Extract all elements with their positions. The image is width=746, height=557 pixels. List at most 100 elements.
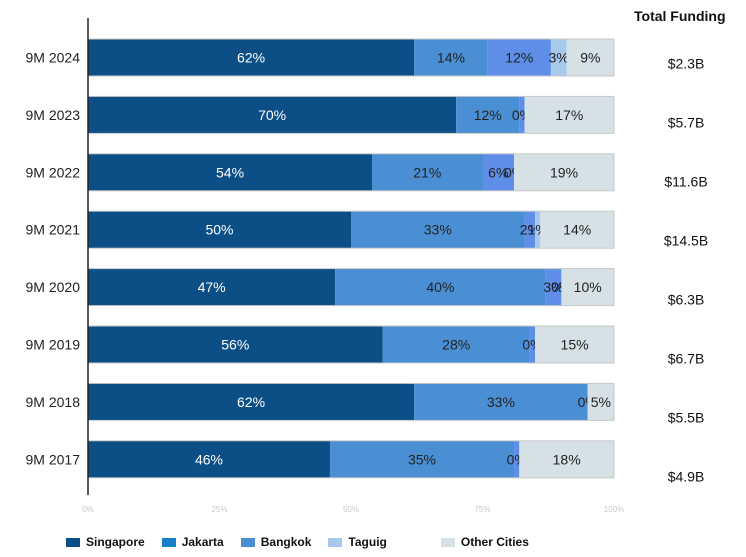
bar-data-label: 40% <box>426 279 454 295</box>
bar-data-label: 12% <box>474 107 502 123</box>
bar-data-label: 6% <box>488 164 508 180</box>
category-label: 9M 2020 <box>26 279 81 295</box>
bar-data-label: 2% <box>520 222 540 238</box>
legend-swatch <box>161 537 176 547</box>
total-funding-value: $4.9B <box>668 469 705 485</box>
bar-data-label: 21% <box>413 164 441 180</box>
bar-segment <box>414 39 488 76</box>
bar-data-label: 70% <box>258 107 286 123</box>
category-label: 9M 2021 <box>26 222 81 238</box>
bar-data-label: 14% <box>437 50 465 66</box>
bar-data-label: 3% <box>549 50 569 66</box>
bar-data-label: 28% <box>442 337 470 353</box>
x-tick-label: 25% <box>211 505 227 514</box>
bar-data-label: 12% <box>505 50 533 66</box>
bar-segment <box>88 440 330 478</box>
category-label: 9M 2024 <box>26 50 81 66</box>
bar-segment <box>351 211 525 249</box>
bar-segment <box>535 326 614 363</box>
bar-segment <box>88 211 351 249</box>
total-funding-value: $6.7B <box>668 351 705 367</box>
bar-segment <box>514 153 614 191</box>
x-tick-label: 50% <box>343 505 359 514</box>
total-funding-header: Total Funding <box>634 8 726 24</box>
bar-data-label: 14% <box>563 222 591 238</box>
bar-data-label: 18% <box>553 451 581 467</box>
bar-segment <box>514 440 520 478</box>
bar-data-label: 62% <box>237 50 265 66</box>
bar-data-label: 47% <box>198 279 226 295</box>
total-funding-value: $14.5B <box>664 233 708 249</box>
legend-label: Other Cities <box>460 535 529 549</box>
bar-segment <box>372 153 483 191</box>
legend-label: Singapore <box>86 535 145 549</box>
bar-segment <box>382 326 530 363</box>
legend-item: Taguig <box>328 535 387 549</box>
category-label: 9M 2018 <box>26 394 81 410</box>
bar-segment <box>88 383 415 421</box>
bar-segment <box>524 211 536 249</box>
bar-segment <box>414 383 588 421</box>
bar-segment <box>482 153 515 191</box>
bar-data-label: 33% <box>424 222 452 238</box>
legend-swatch <box>440 537 455 547</box>
category-label: 9M 2023 <box>26 107 81 123</box>
bar-data-label: 19% <box>550 164 578 180</box>
total-funding-value: $2.3B <box>668 56 705 72</box>
bar-data-label: 54% <box>216 164 244 180</box>
bar-segment <box>88 96 457 134</box>
bar-segment <box>456 96 520 134</box>
bar-data-label: 9% <box>580 50 600 66</box>
bar-segment <box>529 326 536 363</box>
x-tick-label: 100% <box>604 505 624 514</box>
bar-segment <box>88 268 336 306</box>
x-tick-label: 0% <box>82 505 94 514</box>
legend-item: Bangkok <box>240 535 312 549</box>
bar-data-label: 35% <box>408 451 436 467</box>
legend-label: Taguig <box>348 535 387 549</box>
category-label: 9M 2019 <box>26 337 81 353</box>
bar-segment <box>545 268 562 306</box>
total-funding-value: $5.7B <box>668 115 705 131</box>
bar-segment <box>535 211 541 249</box>
legend-item: Other Cities <box>440 535 529 549</box>
total-funding-value: $6.3B <box>668 292 705 308</box>
bar-data-label: 17% <box>555 107 583 123</box>
bar-segment <box>587 383 614 421</box>
bar-segment <box>561 268 614 306</box>
bar-data-label: 33% <box>487 394 515 410</box>
bar-segment <box>335 268 546 306</box>
bar-segment <box>329 440 515 478</box>
chart-legend: Singapore Jakarta Bangkok Taguig Other Citie… <box>66 533 546 551</box>
bar-data-label: 62% <box>237 394 265 410</box>
bar-segment <box>550 39 567 76</box>
bar-segment <box>524 96 614 134</box>
bar-segment <box>566 39 614 76</box>
legend-swatch <box>66 537 80 547</box>
bar-segment <box>88 326 383 363</box>
legend-swatch <box>240 537 255 547</box>
legend-label: Jakarta <box>181 535 224 549</box>
bar-segment <box>519 440 614 478</box>
bar-data-label: 50% <box>205 222 233 238</box>
legend-swatch <box>328 537 343 547</box>
category-label: 9M 2017 <box>26 451 81 467</box>
legend-item: Jakarta <box>161 535 224 549</box>
total-funding-value: $5.5B <box>668 410 705 426</box>
bar-data-label: 56% <box>221 337 249 353</box>
bar-segment <box>519 96 525 134</box>
x-tick-label: 75% <box>474 505 490 514</box>
bar-data-label: 15% <box>561 337 589 353</box>
bar-segment <box>88 39 415 76</box>
bar-data-label: 10% <box>574 279 602 295</box>
legend-label: Bangkok <box>260 535 312 549</box>
category-label: 9M 2022 <box>26 164 81 180</box>
bar-data-label: 3% <box>543 279 563 295</box>
bar-data-label: 5% <box>591 394 611 410</box>
legend-item: Singapore <box>66 535 145 549</box>
total-funding-value: $11.6B <box>664 174 707 190</box>
bar-segment <box>540 211 614 249</box>
bar-segment <box>487 39 551 76</box>
